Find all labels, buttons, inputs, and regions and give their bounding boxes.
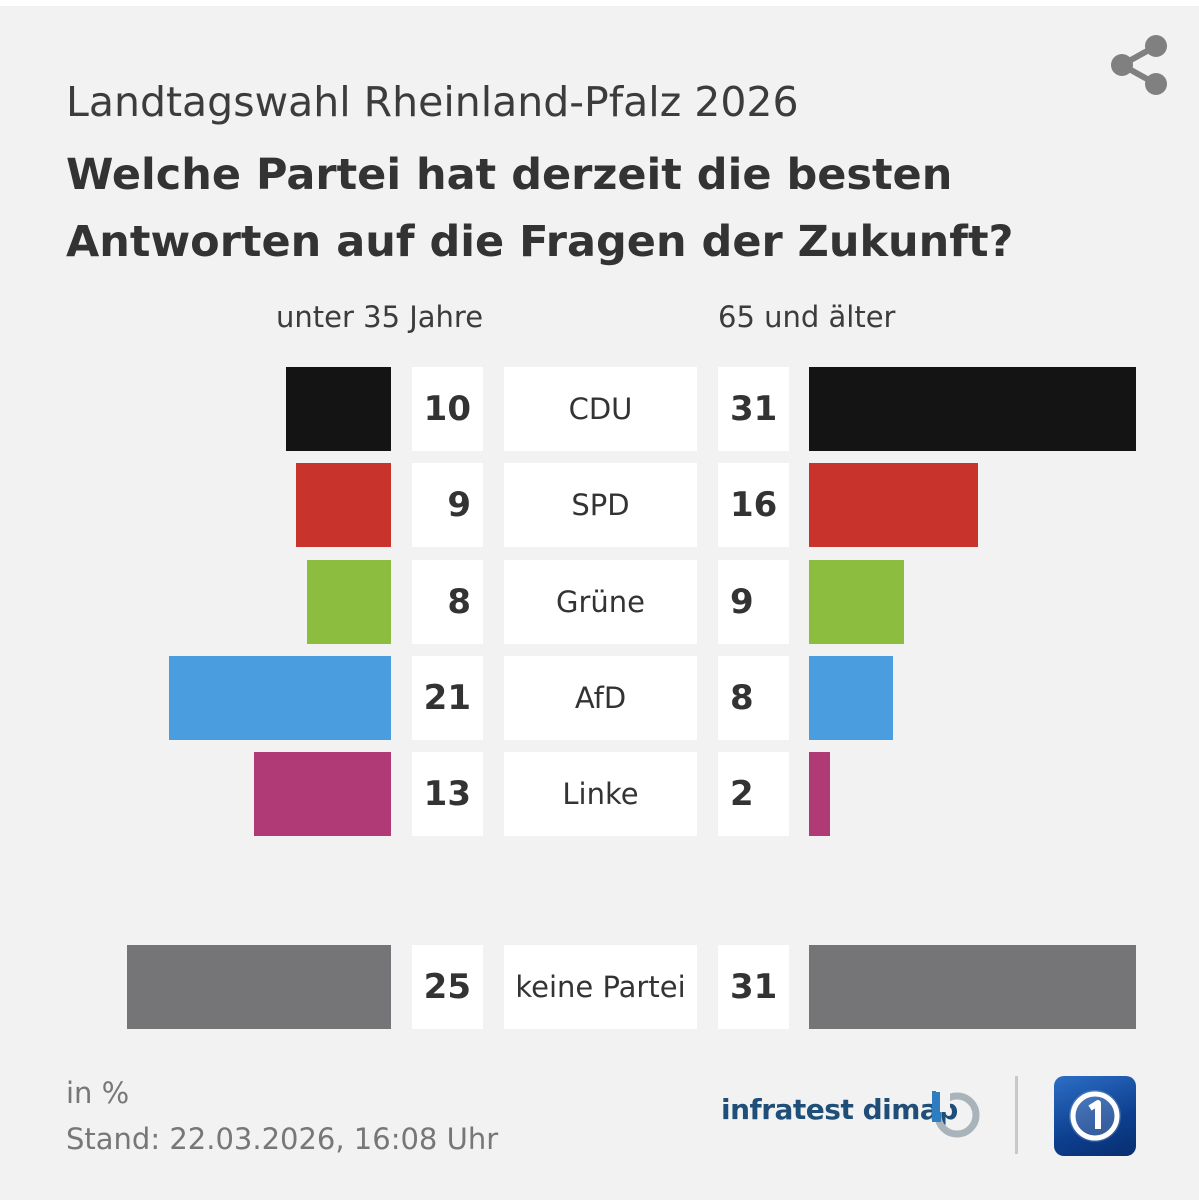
bar-left-spd — [296, 463, 391, 547]
value-right-keine-partei: 31 — [718, 945, 789, 1029]
value-left-gruene: 8 — [412, 560, 483, 644]
tagesschau-logo — [1054, 1076, 1136, 1156]
party-label-cdu: CDU — [504, 367, 697, 451]
party-label-keine-partei: keine Partei — [504, 945, 697, 1029]
infratest-dimap-logo — [932, 1088, 980, 1138]
bar-right-linke — [809, 752, 831, 836]
bar-right-cdu — [809, 367, 1137, 451]
bar-left-afd — [169, 656, 391, 740]
group-label-right: 65 und älter — [718, 300, 896, 334]
value-left-linke: 13 — [412, 752, 483, 836]
share-icon[interactable] — [1106, 32, 1172, 98]
unit-label: in % — [66, 1076, 130, 1110]
value-left-spd: 9 — [412, 463, 483, 547]
chart-title: Welche Partei hat derzeit die besten Ant… — [66, 150, 1014, 267]
bar-right-keine-partei — [809, 945, 1137, 1029]
stand-timestamp: Stand: 22.03.2026, 16:08 Uhr — [66, 1122, 499, 1156]
value-right-spd: 16 — [718, 463, 789, 547]
bar-right-afd — [809, 656, 894, 740]
party-label-linke: Linke — [504, 752, 697, 836]
bar-left-keine-partei — [127, 945, 391, 1029]
value-right-gruene: 9 — [718, 560, 789, 644]
bar-left-cdu — [285, 367, 391, 451]
value-left-afd: 21 — [412, 656, 483, 740]
party-label-afd: AfD — [504, 656, 697, 740]
logo-divider — [1015, 1076, 1018, 1154]
bar-right-spd — [809, 463, 978, 547]
bar-left-linke — [253, 752, 391, 836]
value-left-cdu: 10 — [412, 367, 483, 451]
bar-right-gruene — [809, 560, 904, 644]
chart-supertitle: Landtagswahl Rheinland-Pfalz 2026 — [66, 78, 799, 126]
party-label-gruene: Grüne — [504, 560, 697, 644]
value-right-linke: 2 — [718, 752, 789, 836]
tagesschau-logo-mark — [1069, 1090, 1121, 1142]
value-right-afd: 8 — [718, 656, 789, 740]
party-label-spd: SPD — [504, 463, 697, 547]
value-left-keine-partei: 25 — [412, 945, 483, 1029]
source-name: infratest dimap — [721, 1093, 958, 1126]
bar-left-gruene — [306, 560, 391, 644]
value-right-cdu: 31 — [718, 367, 789, 451]
top-border — [0, 0, 1199, 6]
group-label-left: unter 35 Jahre — [276, 300, 484, 334]
